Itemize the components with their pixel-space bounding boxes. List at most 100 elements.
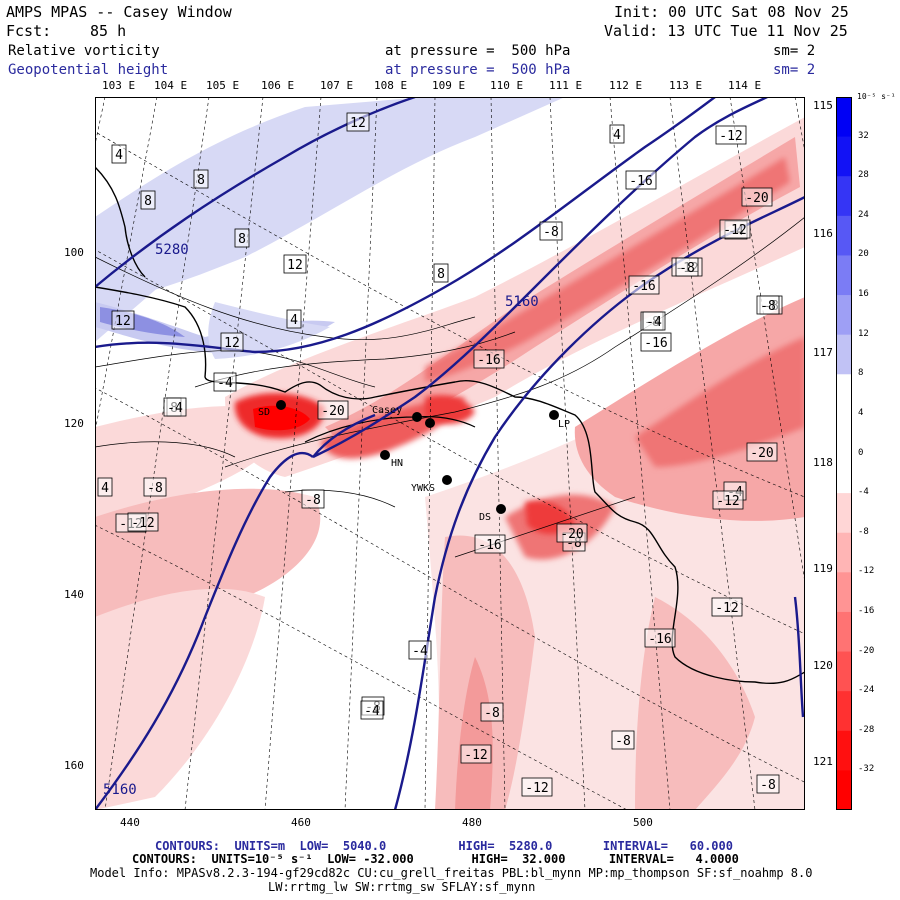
colorbar-cell (836, 651, 852, 692)
colorbar-cell (836, 572, 852, 613)
colorbar-tick-label: 4 (858, 407, 864, 418)
vorticity-label-text: -12 (464, 748, 487, 763)
vorticity-label-text: 8 (437, 267, 445, 282)
vorticity-label-text: 12 (287, 258, 303, 273)
vorticity-label-text: -12 (723, 223, 746, 238)
vorticity-label-text: -4 (217, 376, 233, 391)
vorticity-label: -16 (474, 534, 506, 554)
colorbar-cell (836, 413, 852, 454)
vorticity-label: -4 (642, 311, 666, 331)
colorbar-tick-label: -24 (858, 685, 875, 696)
height-label: 5160 (505, 294, 539, 310)
colorbar-tick-label: 32 (858, 130, 869, 141)
station-label: YWKS (411, 483, 435, 494)
station-marker (276, 400, 286, 410)
lon-label: 105 E (206, 79, 240, 92)
colorbar-tick-label: 0 (858, 447, 864, 458)
colorbar-cell (836, 176, 852, 217)
init-time: Init: 00 UTC Sat 08 Nov 25 (614, 3, 849, 21)
vorticity-label: -16 (625, 170, 657, 190)
station-marker (442, 475, 452, 485)
colorbar (836, 97, 852, 810)
lon-label: 113 E (669, 79, 703, 92)
red-shading (225, 117, 805, 477)
map-frame (95, 97, 805, 810)
vorticity-label-text: -20 (745, 191, 768, 206)
vorticity-label-text: 8 (238, 232, 246, 247)
field2-name: Geopotential height (8, 62, 169, 78)
vorticity-label-text: 12 (350, 116, 366, 131)
colorbar-tick-label: 28 (858, 170, 869, 181)
vorticity-label: 4 (609, 124, 625, 144)
vorticity-label-text: -4 (412, 644, 428, 659)
forecast-hour: 85 h (90, 22, 127, 40)
colorbar-tick-label: -20 (858, 645, 875, 656)
station-label: LP (558, 419, 570, 430)
vorticity-label-text: -8 (543, 225, 559, 240)
vorticity-label: -12 (521, 777, 553, 797)
vorticity-label: -12 (127, 512, 159, 532)
y-tick-label: 100 (64, 246, 84, 259)
colorbar-cell (836, 691, 852, 732)
colorbar-cell (836, 611, 852, 653)
lon-label: 103 E (102, 79, 136, 92)
vorticity-label: -16 (628, 275, 660, 295)
colorbar-cell (836, 374, 852, 415)
vorticity-label: -20 (741, 187, 773, 207)
lon-label: 112 E (609, 79, 643, 92)
colorbar-cell (836, 770, 852, 810)
y-tick-label: 120 (64, 417, 84, 430)
vorticity-contours (95, 216, 805, 558)
height-label: 5280 (155, 242, 189, 258)
colorbar-tick-label: 12 (858, 328, 869, 339)
colorbar-tick-label: 24 (858, 209, 869, 220)
vorticity-label-text: 8 (144, 194, 152, 209)
colorbar-cell (836, 532, 852, 573)
vorticity-label: -4 (360, 700, 384, 720)
field1-pressure: at pressure = 500 hPa (385, 43, 571, 59)
vorticity-label-text: 4 (290, 313, 298, 328)
vorticity-label-text: 4 (101, 481, 109, 496)
model-info-2: LW:rrtmg_lw SW:rrtmg_sw SFLAY:sf_mynn (268, 880, 536, 894)
map-title: AMPS MPAS -- Casey Window (6, 3, 232, 21)
vorticity-label-text: -8 (484, 706, 500, 721)
vorticity-label: -16 (473, 349, 505, 369)
lon-label: 109 E (432, 79, 466, 92)
colorbar-tick-label: -8 (858, 526, 869, 537)
vorticity-label-text: -16 (629, 174, 652, 189)
vorticity-label-text: -12 (525, 781, 548, 796)
station-marker (380, 450, 390, 460)
station-label: DS (479, 512, 491, 523)
station-label: SD (258, 407, 270, 418)
vorticity-label-text: 8 (197, 173, 205, 188)
vorticity-label: 12 (283, 254, 307, 274)
station-markers (276, 400, 559, 514)
vorticity-label-text: -16 (644, 336, 667, 351)
vorticity-label-text: -16 (477, 353, 500, 368)
vorticity-label-text: -12 (719, 129, 742, 144)
vorticity-label: 4 (97, 477, 113, 497)
vorticity-label: 8 (193, 169, 209, 189)
vorticity-label: 12 (111, 310, 135, 330)
vorticity-label: -16 (640, 332, 672, 352)
vorticity-label: -4 (408, 640, 432, 660)
vorticity-label-text: -4 (167, 401, 183, 416)
station-label: HN (391, 458, 403, 469)
vorticity-label: 8 (140, 190, 156, 210)
vorticity-label: -12 (711, 597, 743, 617)
x-tick-label: 440 (120, 816, 140, 829)
colorbar-cell (836, 453, 852, 494)
vorticity-label-text: -16 (478, 538, 501, 553)
vorticity-labels: 124888121284128-4-20-16-8-12-20-4-16-12-… (97, 112, 783, 797)
red-shading (635, 337, 805, 467)
vorticity-label: -8 (756, 774, 780, 794)
station-labels: SD Casey LP HN YWKS DS (258, 405, 570, 523)
negative-vorticity-shading (95, 117, 805, 810)
valid-time: Valid: 13 UTC Tue 11 Nov 25 (604, 22, 848, 40)
vorticity-label: -20 (556, 523, 588, 543)
colorbar-tick-label: 20 (858, 249, 869, 260)
station-marker (425, 418, 435, 428)
vorticity-label-text: 4 (613, 128, 621, 143)
vorticity-label-text: -12 (716, 494, 739, 509)
vorticity-label: -8 (301, 489, 325, 509)
